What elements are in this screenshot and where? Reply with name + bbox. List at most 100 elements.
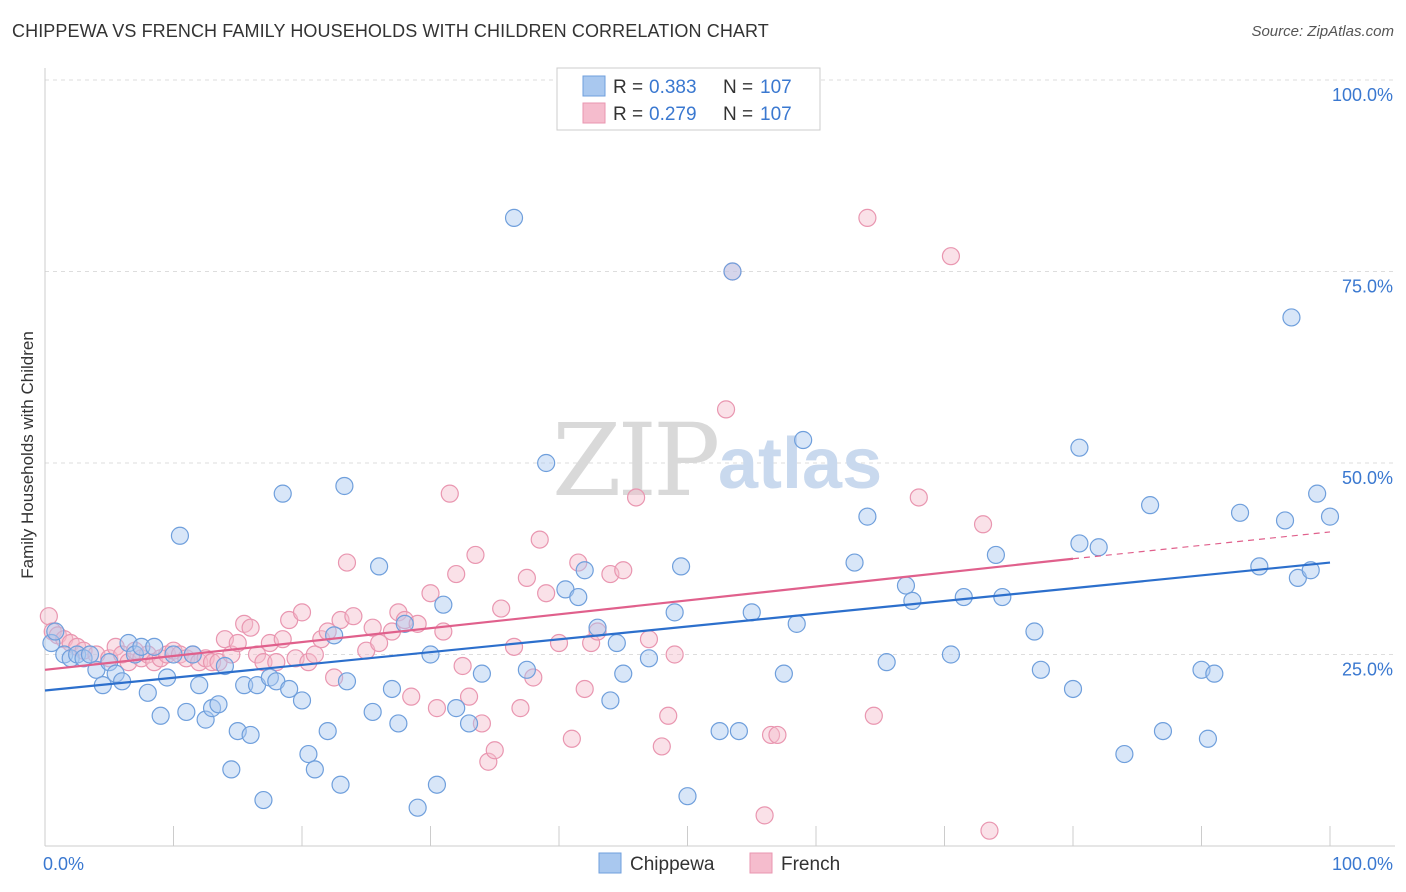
chippewa-point bbox=[331, 775, 350, 794]
french-point bbox=[453, 656, 472, 676]
chippewa-point bbox=[665, 603, 684, 622]
french-point bbox=[614, 561, 633, 580]
french-point bbox=[337, 553, 357, 572]
french-point bbox=[549, 633, 569, 653]
chippewa-point bbox=[639, 649, 659, 668]
chippewa-r-value: 0.383 bbox=[649, 77, 697, 98]
french-legend-swatch bbox=[582, 102, 606, 124]
french-point bbox=[440, 484, 459, 503]
french-point bbox=[626, 488, 646, 507]
chippewa-point bbox=[447, 699, 466, 718]
french-point bbox=[652, 737, 671, 756]
chippewa-point bbox=[575, 561, 594, 580]
chippewa-point bbox=[215, 656, 234, 676]
french-point bbox=[768, 725, 787, 745]
chippewa-point bbox=[254, 790, 273, 810]
chippewa-point bbox=[196, 710, 215, 729]
chippewa-point bbox=[954, 587, 973, 607]
chippewa-point bbox=[678, 787, 697, 806]
french-point bbox=[402, 687, 421, 706]
y-tick-label: 75.0% bbox=[1342, 277, 1393, 297]
french-point bbox=[537, 584, 556, 603]
french-point bbox=[466, 545, 485, 565]
chippewa-point bbox=[382, 679, 402, 699]
watermark: ZIP atlas bbox=[552, 402, 882, 519]
french-point bbox=[485, 741, 504, 760]
chippewa-point bbox=[787, 614, 806, 633]
french-series-label: French bbox=[781, 854, 840, 875]
chippewa-point bbox=[1205, 664, 1224, 683]
french-point bbox=[517, 568, 536, 588]
chippewa-point bbox=[588, 618, 607, 637]
trend-lines bbox=[44, 531, 1331, 692]
chippewa-point bbox=[941, 645, 961, 664]
y-tick-label: 25.0% bbox=[1342, 660, 1393, 680]
chippewa-point bbox=[318, 721, 337, 741]
french-point bbox=[716, 400, 736, 419]
french-point bbox=[292, 603, 312, 622]
chippewa-point bbox=[1025, 622, 1044, 641]
chippewa-point bbox=[614, 664, 633, 683]
y-tick-label: 100.0% bbox=[1332, 85, 1393, 105]
french-point bbox=[254, 653, 273, 672]
chippewa-point bbox=[472, 664, 491, 683]
french-point bbox=[492, 599, 511, 618]
chippewa-point bbox=[1275, 511, 1295, 530]
french-point bbox=[511, 699, 530, 718]
french-point bbox=[421, 584, 440, 603]
chippewa-point bbox=[335, 476, 354, 496]
french-point bbox=[241, 618, 260, 637]
chippewa-series-label: Chippewa bbox=[630, 854, 715, 875]
chippewa-point bbox=[1282, 308, 1301, 327]
french-point bbox=[659, 706, 678, 725]
gridlines bbox=[45, 79, 1395, 655]
chippewa-point bbox=[305, 760, 324, 779]
source-credit: Source: ZipAtlas.com bbox=[1251, 23, 1394, 40]
chippewa-point bbox=[427, 775, 447, 794]
chippewa-point bbox=[1140, 496, 1160, 515]
french-point bbox=[427, 699, 447, 718]
french-point bbox=[582, 633, 601, 653]
chippewa-point bbox=[729, 721, 749, 741]
chippewa-point bbox=[1230, 503, 1250, 522]
chippewa-point bbox=[299, 744, 318, 764]
chippewa-point bbox=[241, 725, 260, 745]
chippewa-n-label: N = bbox=[723, 77, 753, 98]
french-point bbox=[973, 515, 993, 534]
french-point bbox=[504, 637, 524, 656]
french-point bbox=[575, 679, 594, 699]
french-point bbox=[228, 633, 247, 653]
french-point bbox=[761, 725, 781, 745]
chippewa-point bbox=[774, 664, 793, 683]
french-point bbox=[980, 821, 999, 840]
french-point bbox=[479, 752, 498, 771]
french-point bbox=[447, 564, 466, 584]
stats-legend: R = 0.383 N = 107 R = 0.279 N = 107 bbox=[556, 67, 821, 131]
french-point bbox=[39, 607, 58, 626]
chippewa-points bbox=[42, 208, 1340, 817]
french-series-swatch bbox=[749, 852, 773, 874]
french-point bbox=[909, 488, 928, 507]
chippewa-point bbox=[504, 208, 524, 227]
french-point bbox=[530, 530, 549, 549]
chippewa-point bbox=[1153, 721, 1173, 741]
french-point bbox=[755, 806, 774, 825]
chart-title: CHIPPEWA VS FRENCH FAMILY HOUSEHOLDS WIT… bbox=[12, 21, 769, 41]
french-trend-line bbox=[44, 557, 1074, 671]
chippewa-point bbox=[177, 702, 196, 722]
chippewa-point bbox=[903, 591, 922, 610]
chippewa-point bbox=[138, 683, 157, 702]
chippewa-point bbox=[459, 714, 479, 733]
chippewa-point bbox=[569, 587, 588, 607]
chippewa-point bbox=[292, 691, 312, 710]
chippewa-point bbox=[235, 676, 254, 695]
chippewa-point bbox=[723, 262, 742, 281]
chippewa-point bbox=[325, 626, 344, 645]
chippewa-point bbox=[389, 714, 408, 733]
french-point bbox=[344, 607, 363, 626]
y-tick-label: 50.0% bbox=[1342, 468, 1393, 488]
french-point bbox=[665, 645, 684, 664]
chippewa-point bbox=[710, 721, 729, 741]
chippewa-point bbox=[280, 679, 299, 699]
